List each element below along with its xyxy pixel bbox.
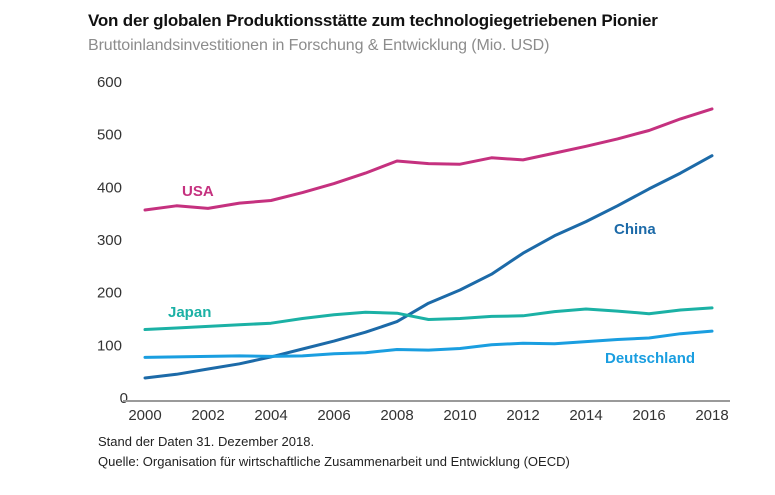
x-tick-label: 2016	[632, 407, 665, 424]
series-label-japan: Japan	[168, 304, 211, 321]
series-lines	[143, 107, 714, 380]
series-label-china: China	[614, 221, 656, 238]
series-label-deutschland: Deutschland	[605, 350, 695, 367]
source-note: Quelle: Organisation für wirtschaftliche…	[98, 454, 570, 469]
y-axis-ticks: 0 100 200 300 400 500 600	[97, 74, 128, 407]
x-tick-label: 2004	[254, 407, 287, 424]
y-tick-label: 300	[97, 232, 122, 249]
x-axis-ticks: 2000 2002 2004 2006 2008 2010 2012 2014 2016 2018	[128, 407, 728, 424]
x-tick-label: 2008	[380, 407, 413, 424]
series-label-usa: USA	[182, 183, 214, 200]
series-line-usa	[143, 107, 714, 212]
x-tick-label: 2014	[569, 407, 602, 424]
x-tick-label: 2000	[128, 407, 161, 424]
x-tick-label: 2006	[317, 407, 350, 424]
y-tick-label: 500	[97, 127, 122, 144]
series-line-deutschland	[143, 329, 714, 359]
x-tick-label: 2010	[443, 407, 476, 424]
y-tick-label: 0	[120, 390, 128, 407]
x-tick-label: 2018	[695, 407, 728, 424]
chart-title: Von der globalen Produktionsstätte zum t…	[88, 11, 658, 30]
series-labels: USA China Japan Deutschland	[168, 183, 695, 367]
y-tick-label: 100	[97, 337, 122, 354]
x-tick-label: 2012	[506, 407, 539, 424]
series-line-japan	[143, 306, 714, 331]
y-tick-label: 600	[97, 74, 122, 91]
series-line-china	[143, 154, 714, 380]
x-tick-label: 2002	[191, 407, 224, 424]
data-date-note: Stand der Daten 31. Dezember 2018.	[98, 434, 315, 449]
y-tick-label: 200	[97, 285, 122, 302]
chart-subtitle: Bruttoinlandsinvestitionen in Forschung …	[88, 37, 550, 54]
y-tick-label: 400	[97, 179, 122, 196]
